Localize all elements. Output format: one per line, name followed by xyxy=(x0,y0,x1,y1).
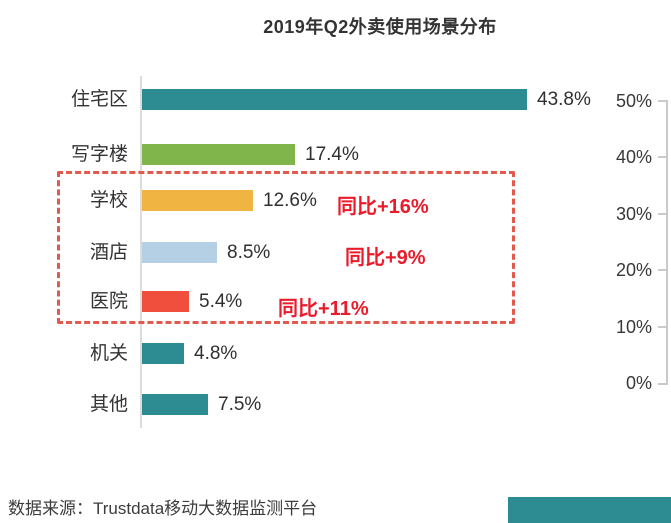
bar-row-hospital: 医院 5.4% xyxy=(0,291,671,313)
bar-agency xyxy=(142,343,184,364)
annotation-hospital-yoy: 同比+11% xyxy=(278,298,369,320)
category-label: 住宅区 xyxy=(70,89,128,110)
right-axis-tick-mark xyxy=(658,156,668,158)
category-label: 酒店 xyxy=(89,242,128,263)
bar-hospital xyxy=(142,291,189,312)
bar-other xyxy=(142,394,208,415)
left-axis-line xyxy=(140,76,142,428)
data-source-note: 数据来源：Trustdata移动大数据监测平台 xyxy=(8,499,318,518)
value-label: 17.4% xyxy=(305,144,359,165)
right-axis-tick-label: 30% xyxy=(615,204,652,224)
annotation-hotel-yoy: 同比+9% xyxy=(345,247,426,269)
right-axis-tick-label: 0% xyxy=(625,373,652,393)
category-label: 写字楼 xyxy=(70,144,128,165)
value-label: 12.6% xyxy=(263,190,317,211)
bar-row-agency: 机关 4.8% xyxy=(0,343,671,365)
right-axis-line xyxy=(666,100,668,385)
footer-teal-block xyxy=(508,497,671,523)
right-axis-tick-mark xyxy=(658,213,668,215)
right-axis-tick-mark xyxy=(658,326,668,328)
value-label: 5.4% xyxy=(199,291,243,312)
right-axis-tick-label: 50% xyxy=(615,91,652,111)
category-label: 其他 xyxy=(89,394,128,415)
bar-office xyxy=(142,144,295,165)
bar-school xyxy=(142,190,253,211)
bar-hotel xyxy=(142,242,217,263)
value-label: 7.5% xyxy=(218,394,262,415)
right-axis-tick-label: 10% xyxy=(615,317,652,337)
value-label: 8.5% xyxy=(227,242,271,263)
value-label: 43.8% xyxy=(537,89,591,110)
bar-row-residential: 住宅区 43.8% xyxy=(0,89,671,111)
right-axis-tick-label: 20% xyxy=(615,260,652,280)
category-label: 医院 xyxy=(89,291,128,312)
bar-row-office: 写字楼 17.4% xyxy=(0,144,671,166)
category-label: 学校 xyxy=(89,190,128,211)
highlight-dashed-box xyxy=(57,171,515,324)
annotation-school-yoy: 同比+16% xyxy=(337,196,429,218)
bar-row-school: 学校 12.6% xyxy=(0,190,671,212)
bar-residential xyxy=(142,89,527,110)
chart-title: 2019年Q2外卖使用场景分布 xyxy=(263,17,497,37)
category-label: 机关 xyxy=(89,343,128,364)
right-axis-tick-mark xyxy=(658,100,668,102)
value-label: 4.8% xyxy=(194,343,238,364)
bar-row-hotel: 酒店 8.5% xyxy=(0,242,671,264)
right-axis-tick-mark xyxy=(658,383,668,385)
bar-row-other: 其他 7.5% xyxy=(0,394,671,416)
right-axis-tick-mark xyxy=(658,269,668,271)
right-axis-tick-label: 40% xyxy=(615,147,652,167)
